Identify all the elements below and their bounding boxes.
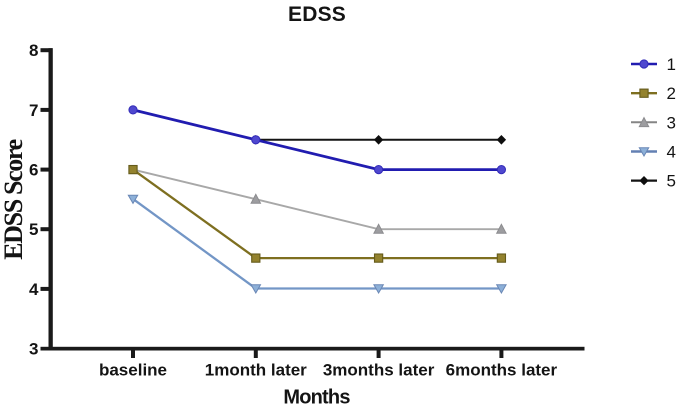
svg-text:2: 2 [667, 84, 676, 103]
svg-text:5: 5 [667, 172, 676, 191]
svg-text:4: 4 [29, 280, 39, 299]
svg-text:1: 1 [667, 55, 676, 74]
svg-text:8: 8 [29, 41, 38, 60]
svg-text:baseline: baseline [99, 360, 167, 379]
svg-text:1month later: 1month later [205, 360, 307, 379]
svg-text:EDSS Score: EDSS Score [0, 139, 28, 259]
svg-text:6months later: 6months later [446, 360, 558, 379]
svg-text:6: 6 [29, 161, 38, 180]
svg-text:3: 3 [667, 113, 676, 132]
svg-text:7: 7 [29, 101, 38, 120]
svg-text:3months later: 3months later [323, 360, 435, 379]
svg-text:4: 4 [667, 143, 676, 162]
svg-text:EDSS: EDSS [288, 3, 346, 26]
svg-text:3: 3 [29, 340, 38, 359]
svg-text:Months: Months [283, 386, 350, 408]
svg-text:5: 5 [29, 220, 38, 239]
